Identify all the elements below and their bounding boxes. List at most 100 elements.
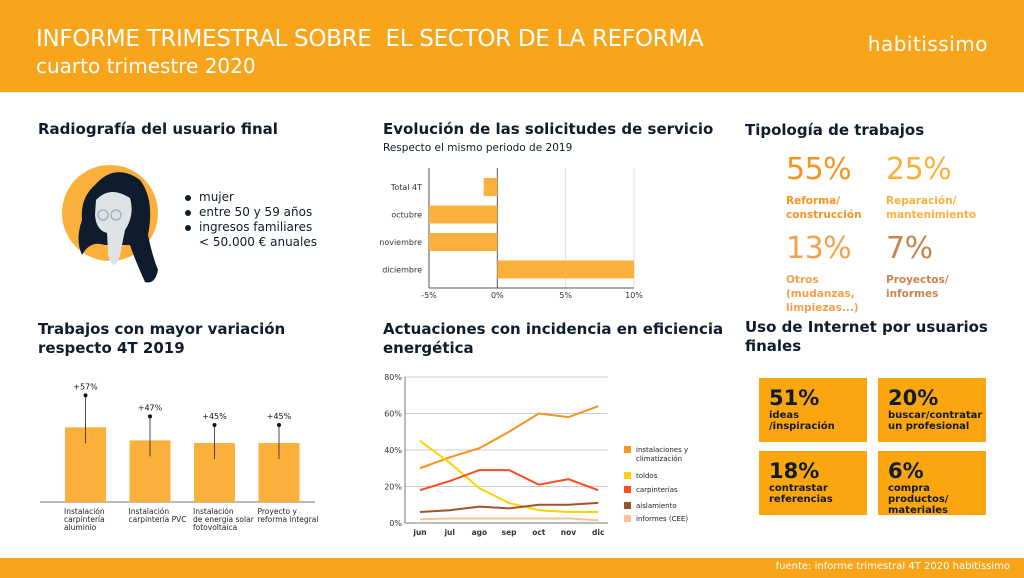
data-label: +47% bbox=[138, 403, 163, 412]
data-label: +45% bbox=[202, 412, 227, 421]
bar bbox=[497, 260, 634, 279]
internet-usage-card: 18% contrastar referencias bbox=[759, 451, 867, 515]
category-label: diciembre bbox=[382, 266, 422, 275]
tick-label: 80% bbox=[384, 373, 402, 382]
series-line bbox=[419, 517, 599, 522]
legend-swatch bbox=[624, 446, 631, 453]
user-profile-list: mujer entre 50 y 59 años ingresos famili… bbox=[185, 190, 317, 250]
requests-chart-subtitle: Respecto el mismo periodo de 2019 bbox=[383, 142, 573, 154]
list-item: ingresos familiares bbox=[185, 220, 317, 235]
typology-label-line: Proyectos/ bbox=[886, 274, 949, 286]
category-label: de energía solar bbox=[193, 515, 255, 524]
efficiency-chart-title-1: Actuaciones con incidencia en eficiencia bbox=[383, 320, 724, 338]
internet-usage-card: 51% ideas /inspiración bbox=[759, 378, 867, 442]
tick-label: 0% bbox=[389, 519, 402, 528]
report-subtitle: cuarto trimestre 2020 bbox=[36, 54, 256, 78]
list-item: entre 50 y 59 años bbox=[185, 205, 317, 220]
tick-label: nov bbox=[561, 528, 576, 537]
typology-label-line: (mudanzas, bbox=[786, 288, 855, 300]
legend-swatch bbox=[624, 486, 631, 493]
category-label: noviembre bbox=[379, 238, 422, 247]
series-line bbox=[419, 501, 599, 514]
legend-swatch bbox=[624, 472, 631, 479]
typology-value: 25% bbox=[886, 152, 952, 187]
marker bbox=[83, 393, 88, 398]
usage-value: 51% bbox=[769, 386, 820, 410]
category-label: Instalación bbox=[193, 507, 234, 516]
legend-label: informes (CEE) bbox=[636, 515, 688, 523]
variation-chart-title-1: Trabajos con mayor variación bbox=[38, 320, 286, 338]
bar bbox=[483, 178, 498, 196]
usage-value: 20% bbox=[888, 386, 939, 410]
typology-label: Reforma/construcción bbox=[786, 194, 862, 222]
usage-label: materiales bbox=[888, 505, 948, 516]
tick-label: sep bbox=[502, 528, 518, 537]
usage-label: contrastar bbox=[769, 483, 828, 494]
habitissimo-logo: habitissimo bbox=[867, 32, 988, 56]
typology-label: Reparación/mantenimiento bbox=[886, 194, 976, 222]
tick-label: -5% bbox=[421, 291, 437, 300]
typology-label-line: mantenimiento bbox=[886, 209, 977, 221]
typology-label-line: limpiezas...) bbox=[786, 302, 859, 314]
requests-chart-title: Evolución de las solicitudes de servicio bbox=[383, 120, 714, 138]
category-label: reforma integral bbox=[258, 515, 319, 524]
usage-label: un profesional bbox=[888, 421, 970, 432]
report-title: INFORME TRIMESTRAL SOBRE EL SECTOR DE LA… bbox=[36, 26, 704, 52]
internet-usage-card: 6% compra productos/materiales bbox=[878, 451, 986, 516]
tick-label: oct bbox=[532, 528, 546, 537]
footer: fuente: informe trimestral 4T 2020 habit… bbox=[0, 558, 1024, 578]
legend-swatch bbox=[624, 515, 631, 522]
tick-label: jun bbox=[412, 528, 426, 537]
typology-value: 7% bbox=[886, 231, 933, 266]
tick-label: 10% bbox=[625, 291, 643, 300]
user-title: Radiografía del usuario final bbox=[38, 120, 278, 138]
variation-bar-chart: +57%Instalacióncarpinteríaaluminio+47%In… bbox=[40, 382, 319, 532]
typology-value: 13% bbox=[786, 231, 852, 266]
requests-bar-chart: Total 4T octubre noviembre diciembre -5% 0% 5%… bbox=[379, 168, 643, 300]
usage-label: ideas /inspiración bbox=[769, 410, 835, 432]
efficiency-chart-title-2: energética bbox=[383, 339, 474, 357]
internet-title-2: finales bbox=[745, 337, 802, 355]
tick-label: 0% bbox=[491, 291, 504, 300]
typology-label-line: Reforma/ bbox=[786, 195, 841, 207]
woman-avatar-icon bbox=[62, 165, 158, 283]
series-line bbox=[419, 405, 599, 470]
bar bbox=[429, 205, 498, 224]
internet-usage-card: 20% buscar/contratar un profesional bbox=[878, 378, 986, 442]
legend-label: instalaciones y bbox=[636, 446, 688, 454]
typology-label-line: informes bbox=[886, 288, 939, 300]
legend-label: toldos bbox=[636, 472, 658, 480]
tick-label: 60% bbox=[384, 410, 402, 419]
usage-value: 18% bbox=[769, 459, 820, 483]
category-label: carpintería PVC bbox=[129, 515, 187, 524]
category-label: Total 4T bbox=[390, 183, 422, 192]
usage-label: referencias bbox=[769, 494, 833, 505]
tick-label: ago bbox=[472, 528, 488, 537]
category-label: octubre bbox=[391, 211, 422, 220]
marker bbox=[212, 423, 217, 428]
source-note: fuente: informe trimestral 4T 2020 habit… bbox=[775, 561, 1010, 572]
category-label: Instalación bbox=[129, 507, 170, 516]
typology-label: Otros (mudanzas, limpiezas...) bbox=[786, 273, 859, 315]
usage-label: compra productos/ bbox=[888, 483, 949, 505]
legend-label: carpinterías bbox=[636, 486, 678, 494]
series-line bbox=[419, 440, 599, 514]
internet-title-1: Uso de Internet por usuarios bbox=[745, 318, 988, 336]
typology-label-line: construcción bbox=[786, 209, 862, 221]
typology-title: Tipología de trabajos bbox=[745, 121, 925, 139]
category-label: fotovoltaica bbox=[193, 523, 237, 532]
series-line bbox=[419, 469, 599, 492]
legend-swatch bbox=[624, 502, 631, 509]
category-label: aluminio bbox=[64, 523, 97, 532]
category-label: carpintería bbox=[64, 515, 105, 524]
category-label: Proyecto y bbox=[258, 507, 298, 516]
tick-label: 5% bbox=[559, 291, 572, 300]
category-label: Instalación bbox=[64, 507, 105, 516]
header: INFORME TRIMESTRAL SOBRE EL SECTOR DE LA… bbox=[0, 0, 1024, 92]
efficiency-line-chart: 0% 20% 40% 60% 80% jun jul ago sep oct nov dic insta… bbox=[384, 373, 688, 537]
typology-value: 55% bbox=[786, 152, 852, 187]
variation-chart-title-2: respecto 4T 2019 bbox=[38, 339, 185, 357]
legend-label: aislamiento bbox=[636, 502, 677, 510]
usage-label: buscar/contratar bbox=[888, 410, 983, 421]
tick-label: 20% bbox=[384, 483, 402, 492]
